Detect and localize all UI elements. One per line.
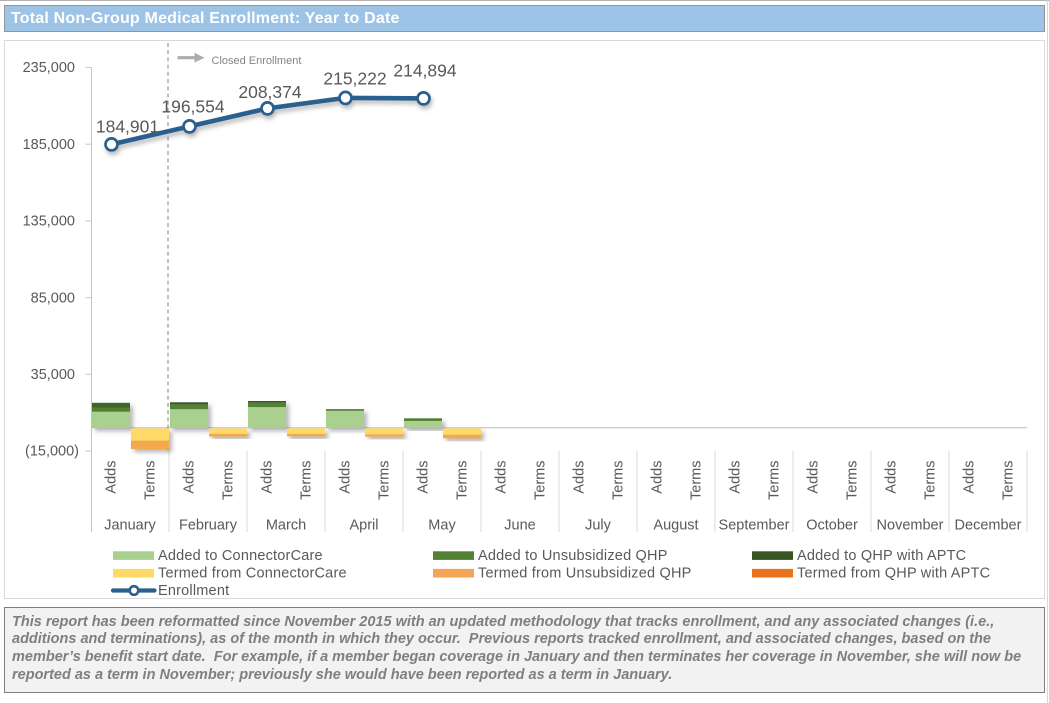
svg-text:215,222: 215,222 — [323, 69, 386, 89]
svg-text:Adds: Adds — [571, 461, 587, 494]
svg-text:185,000: 185,000 — [23, 137, 75, 153]
svg-text:Adds: Adds — [727, 461, 743, 494]
svg-text:Adds: Adds — [181, 461, 197, 494]
svg-text:October: October — [806, 518, 858, 534]
svg-text:April: April — [349, 518, 378, 534]
svg-text:Closed Enrollment: Closed Enrollment — [212, 55, 302, 67]
svg-text:Terms: Terms — [532, 461, 548, 500]
svg-text:September: September — [719, 518, 790, 534]
svg-text:Termed from QHP with APTC: Termed from QHP with APTC — [797, 566, 990, 582]
svg-text:Added to Unsubsidized QHP: Added to Unsubsidized QHP — [478, 548, 668, 564]
svg-text:235,000: 235,000 — [23, 60, 75, 76]
svg-text:35,000: 35,000 — [31, 367, 75, 383]
svg-text:Terms: Terms — [142, 461, 158, 500]
svg-text:Terms: Terms — [922, 461, 938, 500]
svg-text:August: August — [653, 518, 698, 534]
svg-text:Adds: Adds — [415, 461, 431, 494]
svg-text:Terms: Terms — [298, 461, 314, 500]
svg-text:November: November — [877, 518, 944, 534]
svg-text:Added to ConnectorCare: Added to ConnectorCare — [158, 548, 323, 564]
svg-text:Terms: Terms — [454, 461, 470, 500]
svg-text:January: January — [104, 518, 156, 534]
svg-text:135,000: 135,000 — [23, 214, 75, 230]
svg-text:Adds: Adds — [103, 461, 119, 494]
svg-text:196,554: 196,554 — [161, 96, 225, 116]
svg-text:Enrollment: Enrollment — [158, 583, 229, 598]
svg-text:Adds: Adds — [961, 461, 977, 494]
svg-text:Added to QHP with APTC: Added to QHP with APTC — [797, 548, 966, 564]
svg-text:Terms: Terms — [220, 461, 236, 500]
svg-text:Terms: Terms — [376, 461, 392, 500]
svg-text:214,894: 214,894 — [393, 61, 457, 81]
svg-text:Termed from ConnectorCare: Termed from ConnectorCare — [158, 566, 347, 582]
svg-text:Terms: Terms — [1000, 461, 1016, 500]
svg-text:Adds: Adds — [337, 461, 353, 494]
svg-text:May: May — [428, 518, 456, 534]
svg-text:Adds: Adds — [649, 461, 665, 494]
svg-text:Terms: Terms — [766, 461, 782, 500]
svg-text:208,374: 208,374 — [238, 82, 302, 102]
svg-text:184,901: 184,901 — [96, 117, 159, 137]
svg-text:February: February — [179, 518, 238, 534]
svg-text:Terms: Terms — [688, 461, 704, 500]
svg-text:85,000: 85,000 — [31, 290, 75, 306]
svg-text:Termed from Unsubsidized QHP: Termed from Unsubsidized QHP — [478, 566, 692, 582]
svg-text:Adds: Adds — [883, 461, 899, 494]
svg-text:June: June — [504, 518, 535, 534]
svg-text:Terms: Terms — [610, 461, 626, 500]
svg-text:Adds: Adds — [805, 461, 821, 494]
svg-text:Terms: Terms — [844, 461, 860, 500]
svg-text:March: March — [266, 518, 306, 534]
svg-text:Adds: Adds — [493, 461, 509, 494]
svg-text:Adds: Adds — [259, 461, 275, 494]
svg-text:July: July — [585, 518, 612, 534]
svg-text:(15,000): (15,000) — [25, 444, 79, 460]
svg-text:December: December — [955, 518, 1022, 534]
